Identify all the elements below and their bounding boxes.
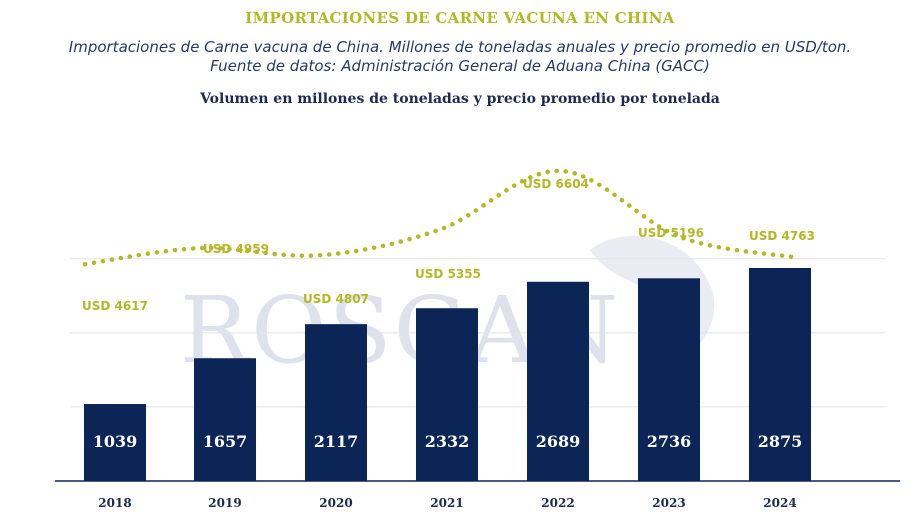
price-label: USD 4959 (203, 242, 269, 256)
price-label: USD 4617 (82, 299, 148, 313)
bar-2023 (638, 278, 700, 481)
x-tick-label: 2018 (98, 496, 131, 510)
bar-2021 (416, 308, 478, 481)
bar-2019 (194, 358, 256, 481)
x-tick-label: 2023 (652, 496, 685, 510)
bar-value-label: 2117 (314, 432, 359, 451)
bar-value-label: 2332 (425, 432, 470, 451)
chart-subtitle: Importaciones de Carne vacuna de China. … (68, 38, 852, 56)
price-label: USD 6604 (523, 177, 589, 191)
chart-heading: Volumen en millones de toneladas y preci… (200, 91, 720, 107)
bar-value-label: 1039 (93, 432, 138, 451)
bar-2018 (84, 404, 146, 481)
bar-2020 (305, 324, 367, 481)
x-tick-label: 2020 (319, 496, 352, 510)
bar-value-label: 1657 (203, 432, 248, 451)
bar-value-label: 2736 (647, 432, 692, 451)
bar-2024 (749, 268, 811, 481)
bar-value-label: 2875 (758, 432, 803, 451)
chart-title: IMPORTACIONES DE CARNE VACUNA EN CHINA (245, 9, 675, 27)
x-tick-label: 2021 (430, 496, 463, 510)
price-label: USD 5196 (638, 226, 704, 240)
price-label: USD 4763 (749, 229, 815, 243)
price-label: USD 4807 (303, 292, 369, 306)
bar-value-label: 2689 (536, 432, 581, 451)
x-tick-label: 2024 (763, 496, 796, 510)
bar-2022 (527, 281, 589, 481)
price-line (82, 168, 798, 267)
x-tick-label: 2019 (208, 496, 241, 510)
x-tick-label: 2022 (541, 496, 574, 510)
chart-source: Fuente de datos: Administración General … (210, 57, 710, 75)
price-label: USD 5355 (415, 267, 481, 281)
